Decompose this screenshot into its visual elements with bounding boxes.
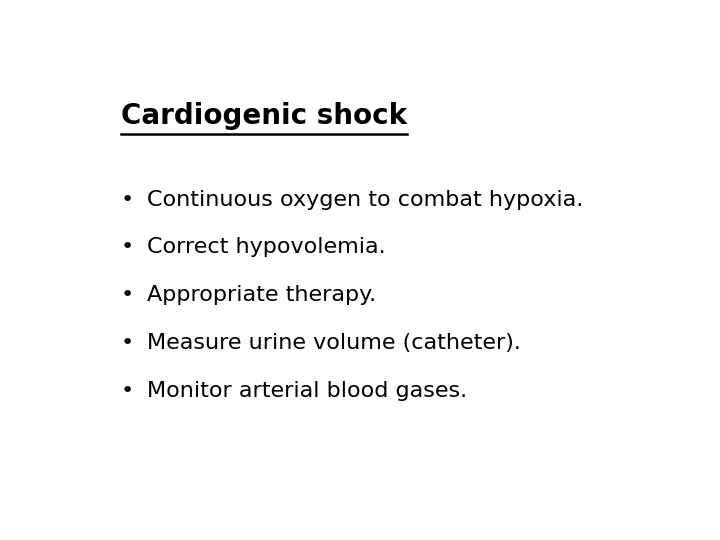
Text: •: •: [121, 190, 134, 210]
Text: Appropriate therapy.: Appropriate therapy.: [148, 285, 377, 305]
Text: Measure urine volume (catheter).: Measure urine volume (catheter).: [148, 333, 521, 353]
Text: Correct hypovolemia.: Correct hypovolemia.: [148, 238, 386, 258]
Text: •: •: [121, 238, 134, 258]
Text: •: •: [121, 333, 134, 353]
Text: Continuous oxygen to combat hypoxia.: Continuous oxygen to combat hypoxia.: [148, 190, 584, 210]
Text: Monitor arterial blood gases.: Monitor arterial blood gases.: [148, 381, 467, 401]
Text: Cardiogenic shock: Cardiogenic shock: [121, 102, 407, 130]
Text: •: •: [121, 381, 134, 401]
Text: •: •: [121, 285, 134, 305]
